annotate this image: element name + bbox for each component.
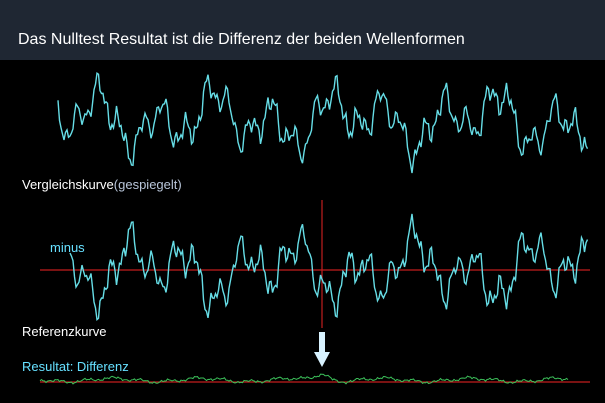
reference-waveform <box>69 213 589 321</box>
comparison-waveform <box>57 71 589 174</box>
difference-waveform <box>39 373 569 385</box>
minus-label: minus <box>50 240 85 255</box>
waveform-stage: Vergleichskurve(gespiegelt) minus Refere… <box>0 60 605 403</box>
result-label: Resultat: Differenz <box>22 359 129 374</box>
slide-title: Das Nulltest Resultat ist die Differenz … <box>18 31 465 48</box>
reference-curve-label: Referenzkurve <box>22 324 107 339</box>
down-arrow-icon <box>314 332 330 367</box>
comparison-curve-label: Vergleichskurve(gespiegelt) <box>22 177 182 192</box>
comparison-curve-label-sub: (gespiegelt) <box>113 177 182 192</box>
comparison-curve-label-main: Vergleichskurve <box>22 177 114 192</box>
waveform-canvas <box>39 71 590 385</box>
title-bar: Das Nulltest Resultat ist die Differenz … <box>0 0 605 60</box>
